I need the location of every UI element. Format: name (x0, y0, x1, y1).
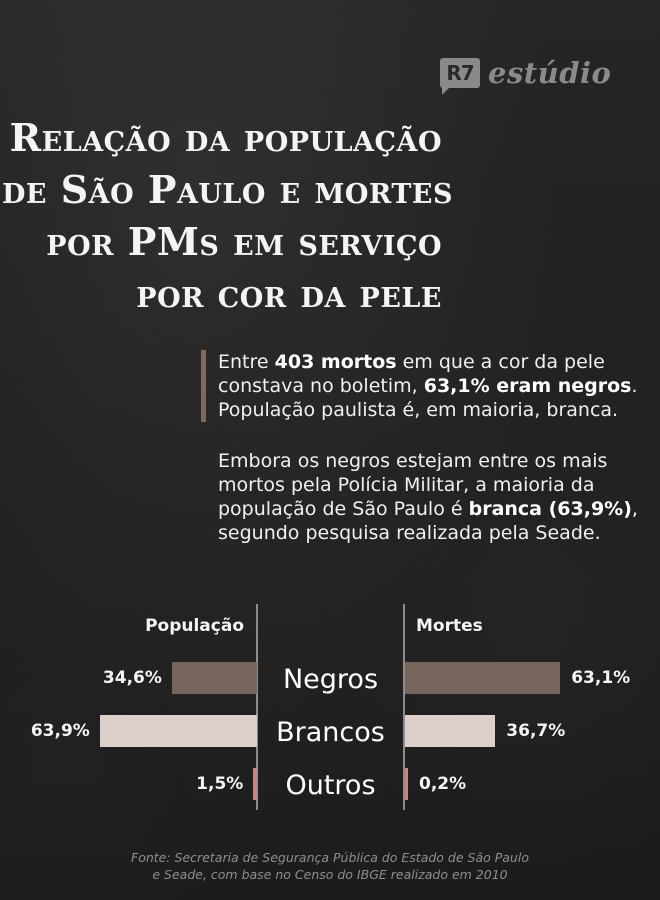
category-label: Negros (282, 664, 379, 695)
deaths-column-header: Mortes (416, 616, 483, 636)
body-text: Embora os negros estejam entre os mais m… (218, 450, 608, 520)
title-line: por PMs em serviço (46, 219, 442, 264)
lead-highlight: 63,1% eram negros (423, 375, 632, 397)
title-line: por cor da pele (136, 271, 442, 316)
body-text: , segundo pesquisa realizada pela Seade. (218, 498, 638, 544)
brand-name: estúdio (488, 56, 612, 90)
population-value: 1,5% (196, 774, 244, 794)
deaths-bar-outros (405, 768, 408, 800)
population-value: 34,6% (102, 668, 162, 688)
deaths-bar-brancos (405, 715, 496, 747)
title-line: Relação da população (9, 115, 442, 160)
deaths-bar-negros (405, 662, 561, 694)
category-label: Outros (285, 770, 376, 801)
population-value: 63,9% (30, 721, 90, 741)
left-axis-line (256, 604, 258, 810)
r7-estudio-logo: R7 estúdio (440, 55, 612, 95)
source-line: Fonte: Secretaria de Segurança Pública d… (131, 850, 529, 865)
population-bar-negros (171, 662, 257, 694)
category-label: Brancos (276, 717, 385, 748)
population-column-header: População (145, 616, 244, 636)
lead-text: . População paulista é, em maioria, bran… (218, 375, 638, 421)
right-axis-line (403, 604, 405, 810)
body-paragraph: Embora os negros estejam entre os mais m… (218, 449, 658, 545)
lead-text: Entre (218, 351, 275, 373)
deaths-value: 36,7% (506, 721, 566, 741)
lead-text: em que a cor da pele constava no boletim… (218, 351, 605, 397)
population-bar-brancos (99, 715, 257, 747)
population-bar-outros (253, 768, 257, 800)
title-line: de São Paulo e mortes (2, 167, 454, 212)
deaths-value: 63,1% (571, 668, 631, 688)
lead-paragraph: Entre 403 mortos em que a cor da pele co… (201, 350, 651, 422)
chart-title: Relação da população de São Paulo e mort… (2, 112, 454, 320)
source-note: Fonte: Secretaria de Segurança Pública d… (0, 849, 660, 883)
deaths-value: 0,2% (419, 774, 467, 794)
body-highlight: branca (63,9%) (468, 498, 632, 520)
lead-highlight: 403 mortos (274, 351, 397, 373)
r7-badge-icon: R7 (440, 58, 480, 95)
source-line: e Seade, com base no Censo do IBGE reali… (152, 867, 508, 882)
